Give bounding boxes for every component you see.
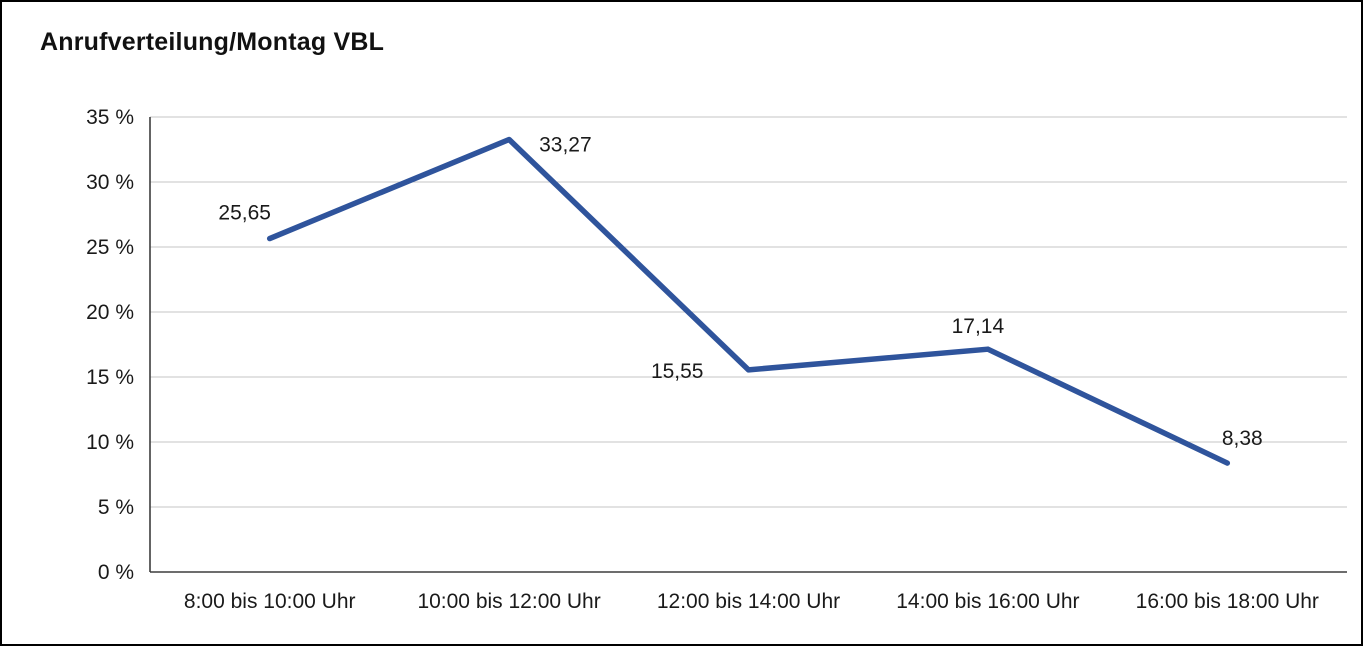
y-tick-label: 20 %: [86, 301, 134, 324]
value-label: 25,65: [218, 202, 271, 225]
data-line: [266, 136, 1231, 466]
x-tick-label: 12:00 bis 14:00 Uhr: [657, 590, 840, 613]
x-tick-label: 8:00 bis 10:00 Uhr: [184, 590, 356, 613]
y-tick-label: 30 %: [86, 171, 134, 194]
value-label: 15,55: [651, 360, 704, 383]
value-label: 17,14: [952, 315, 1005, 338]
y-tick-label: 35 %: [86, 106, 134, 129]
x-tick-label: 10:00 bis 12:00 Uhr: [417, 590, 600, 613]
y-tick-label: 5 %: [98, 496, 134, 519]
value-label: 33,27: [539, 133, 592, 156]
y-tick-label: 10 %: [86, 431, 134, 454]
y-tick-label: 15 %: [86, 366, 134, 389]
y-tick-label: 0 %: [98, 561, 134, 584]
chart-title: Anrufverteilung/Montag VBL: [40, 28, 385, 56]
value-label: 8,38: [1222, 427, 1263, 450]
y-tick-label: 25 %: [86, 236, 134, 259]
x-tick-label: 16:00 bis 18:00 Uhr: [1136, 590, 1319, 613]
x-tick-label: 14:00 bis 16:00 Uhr: [896, 590, 1079, 613]
